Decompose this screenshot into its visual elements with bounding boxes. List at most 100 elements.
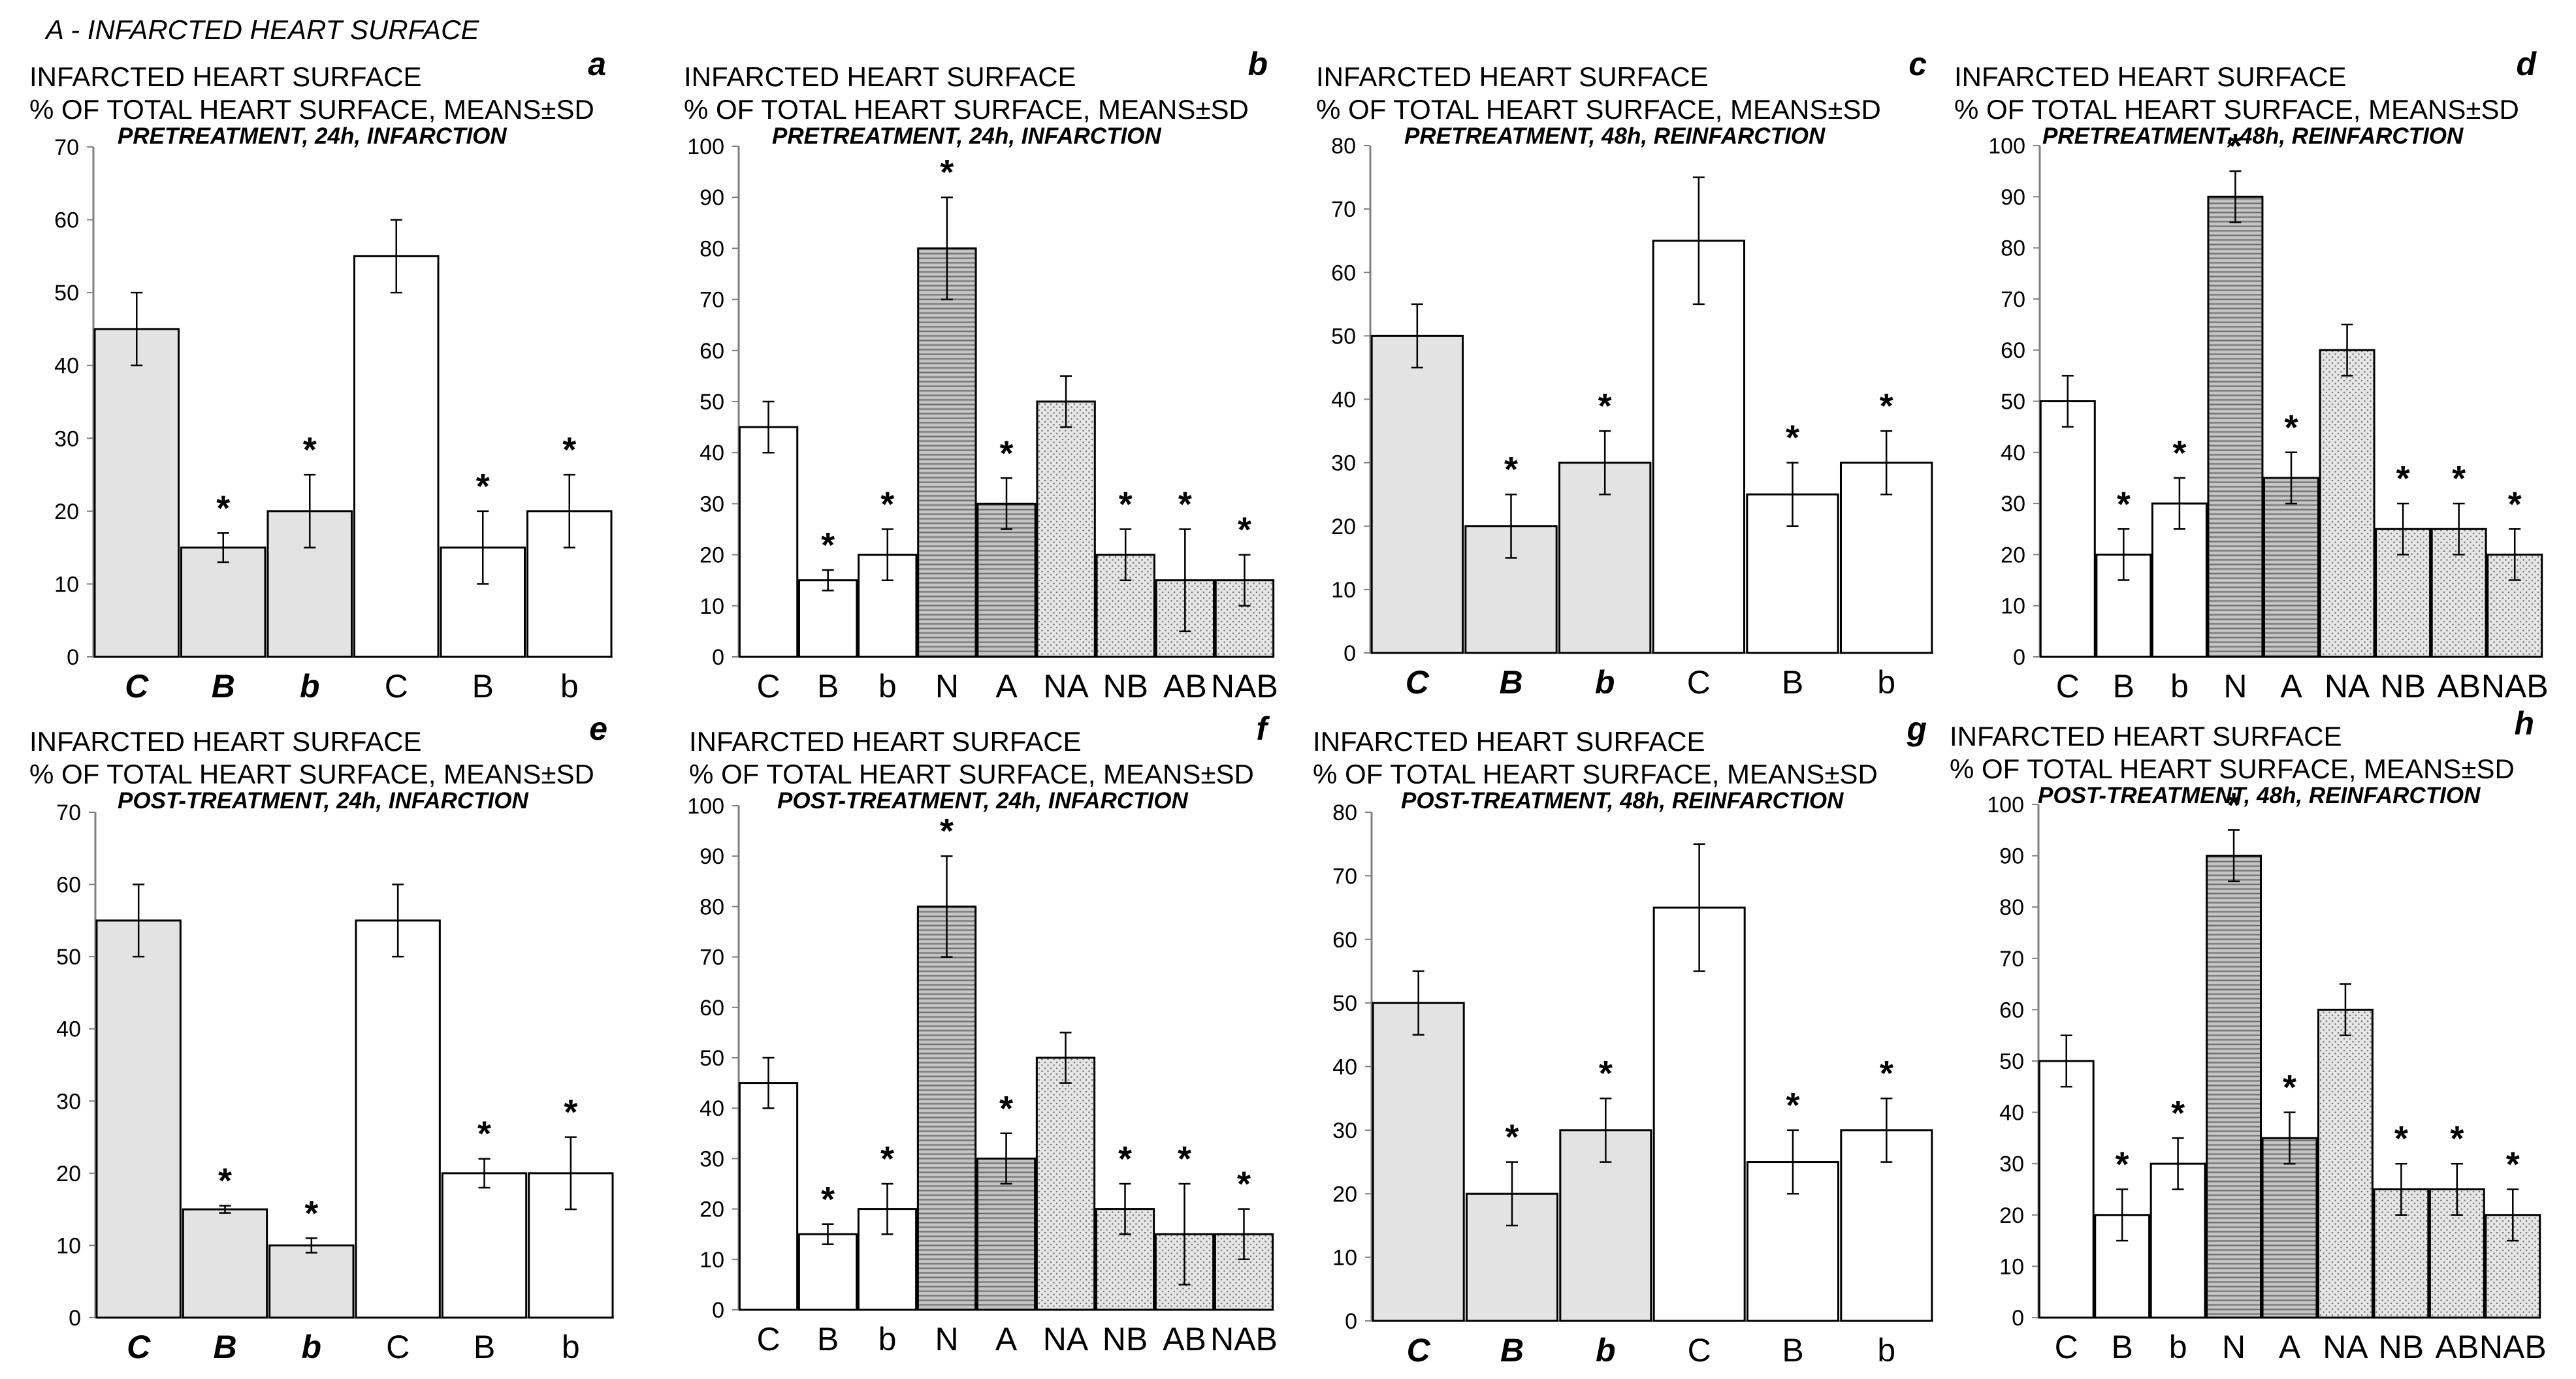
y-tick-label: 70 [1331, 197, 1356, 222]
y-tick-label: 30 [700, 492, 724, 516]
y-tick-label: 20 [2001, 543, 2025, 567]
bar [268, 1244, 355, 1319]
x-tick-label: N [935, 1321, 958, 1357]
significance-asterisk: * [2227, 785, 2241, 825]
bar [2487, 553, 2543, 658]
x-tick-label: NB [2380, 668, 2425, 705]
significance-asterisk: * [2508, 484, 2522, 524]
y-tick-label: 20 [56, 1162, 81, 1186]
significance-asterisk: * [2117, 484, 2131, 524]
x-tick-label: C [1687, 664, 1711, 701]
x-tick-label: N [935, 668, 959, 705]
bar [1372, 1002, 1465, 1322]
bar [2317, 1008, 2374, 1319]
x-tick-label: b [1877, 664, 1895, 701]
figure-title: A - INFARCTED HEART SURFACE [46, 14, 479, 45]
significance-asterisk: * [2171, 1094, 2185, 1133]
x-tick-label: A [2280, 668, 2302, 705]
y-tick-label: 40 [1332, 1055, 1357, 1080]
x-tick-label: NAB [2481, 668, 2549, 705]
panel-letter: b [1248, 46, 1268, 82]
x-tick-label: C [1406, 664, 1430, 701]
x-tick-label: A [995, 668, 1018, 705]
significance-asterisk: * [1599, 1054, 1613, 1093]
y-tick-label: 60 [1331, 261, 1356, 285]
bar [182, 1208, 268, 1319]
significance-asterisk: * [216, 488, 230, 528]
y-tick-label: 50 [56, 945, 81, 970]
y-tick-label: 20 [700, 1197, 724, 1222]
x-tick-label: B [1782, 1332, 1803, 1369]
y-tick-label: 30 [1999, 1152, 2024, 1177]
chart-condition-note: PRETREATMENT, 24h, INFARCTION [772, 123, 1161, 149]
x-tick-label: C [2056, 668, 2080, 705]
y-tick-label: 40 [1999, 1101, 2024, 1126]
y-tick-label: 0 [712, 1298, 724, 1323]
y-tick-label: 30 [1331, 451, 1356, 476]
y-tick-label: 80 [2001, 236, 2025, 261]
significance-asterisk: * [1880, 1054, 1893, 1093]
x-tick-label: AB [2435, 1329, 2479, 1365]
significance-asterisk: * [1880, 387, 1893, 426]
x-tick-label: N [2223, 668, 2247, 705]
y-tick-label: 100 [1987, 793, 2024, 817]
x-tick-label: b [300, 668, 320, 705]
chart-subtitle: % OF TOTAL HEART SURFACE, MEANS±SD [1313, 759, 1878, 789]
y-tick-label: 30 [2001, 492, 2025, 516]
y-tick-label: 30 [700, 1147, 724, 1171]
y-tick-label: 80 [1331, 134, 1356, 159]
y-tick-label: 10 [2001, 594, 2025, 619]
x-tick-label: AB [1163, 668, 1207, 705]
bar [95, 919, 182, 1319]
y-tick-label: 20 [54, 499, 79, 524]
x-tick-label: C [757, 668, 781, 705]
panel-letter: e [589, 710, 607, 747]
chart-condition-note: POST-TREATMENT, 48h, REINFARCTION [2038, 783, 2481, 808]
y-tick-label: 0 [67, 645, 79, 670]
significance-asterisk: * [1786, 1086, 1799, 1125]
significance-asterisk: * [476, 467, 490, 506]
significance-asterisk: * [1118, 1139, 1132, 1179]
chart-panel-e: INFARCTED HEART SURFACE% OF TOTAL HEART … [29, 710, 614, 1365]
chart-panel-b: INFARCTED HEART SURFACE% OF TOTAL HEART … [684, 46, 1278, 705]
y-tick-label: 50 [1999, 1049, 2024, 1074]
significance-asterisk: * [940, 812, 954, 851]
y-tick-label: 10 [700, 1248, 724, 1273]
y-tick-label: 60 [54, 208, 79, 233]
x-tick-label: C [125, 668, 149, 705]
significance-asterisk: * [562, 430, 576, 469]
y-tick-label: 70 [1999, 947, 2024, 972]
bar [2261, 1137, 2318, 1319]
y-tick-label: 40 [56, 1017, 81, 1042]
y-tick-label: 10 [1999, 1254, 2024, 1279]
significance-asterisk: * [2506, 1145, 2520, 1184]
x-tick-label: b [878, 1321, 897, 1357]
significance-asterisk: * [2116, 1145, 2129, 1184]
y-tick-label: 0 [2013, 645, 2025, 670]
x-tick-label: b [1595, 664, 1615, 701]
x-tick-label: NA [1043, 668, 1089, 705]
bar [738, 1082, 799, 1311]
bar [2039, 400, 2096, 658]
x-tick-label: NB [1103, 1321, 1148, 1357]
y-tick-label: 0 [69, 1306, 81, 1331]
significance-asterisk: * [2284, 408, 2298, 447]
significance-asterisk: * [999, 1089, 1013, 1128]
y-tick-label: 80 [700, 236, 724, 261]
significance-asterisk: * [304, 1194, 318, 1233]
y-tick-label: 0 [1345, 1309, 1357, 1334]
y-tick-label: 10 [1332, 1246, 1357, 1271]
y-tick-label: 100 [687, 794, 724, 819]
x-tick-label: A [995, 1321, 1018, 1357]
significance-asterisk: * [218, 1162, 232, 1201]
significance-asterisk: * [999, 434, 1013, 473]
bar [1746, 493, 1839, 654]
y-tick-label: 70 [54, 135, 79, 160]
x-tick-label: b [1877, 1332, 1895, 1369]
x-tick-label: NA [1043, 1321, 1089, 1357]
x-tick-label: NAB [1211, 668, 1278, 705]
bar [2206, 855, 2262, 1319]
x-tick-label: b [1596, 1332, 1616, 1369]
bar [441, 1172, 528, 1319]
